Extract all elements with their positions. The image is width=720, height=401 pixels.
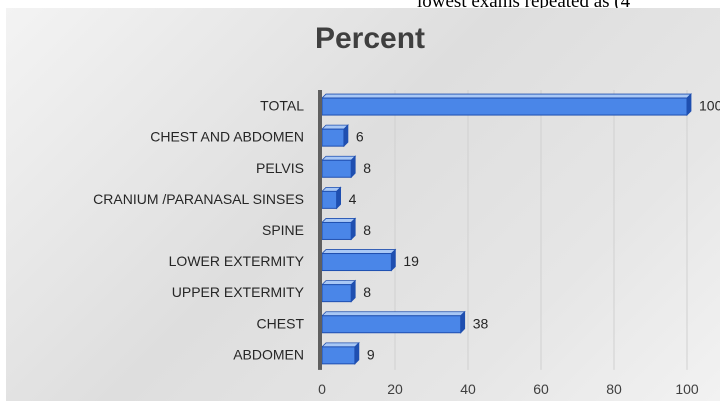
chart-title: Percent — [314, 22, 426, 55]
x-tick-label: 80 — [606, 381, 622, 397]
x-tick-label: 0 — [318, 381, 326, 397]
top-caption-text: lowest exams repeated as (4 — [417, 0, 631, 11]
chart-panel — [6, 8, 720, 401]
bar — [321, 221, 352, 240]
data-label: 8 — [363, 284, 371, 300]
bar — [321, 253, 392, 272]
bar — [321, 315, 462, 334]
bar — [321, 190, 338, 209]
bar-top-face — [321, 280, 357, 286]
category-label: TOTAL — [260, 98, 304, 114]
category-label: ABDOMEN — [233, 346, 304, 362]
bar-top-face — [321, 93, 692, 99]
labels: 0 20 40 60 80 100 TOTAL 100 CHEST AND ABDOMEN 6 PE… — [93, 98, 720, 397]
category-axis-line — [318, 90, 322, 370]
data-label: 38 — [473, 315, 489, 331]
data-label: 8 — [363, 222, 371, 238]
x-tick-label: 20 — [387, 381, 403, 397]
data-label: 6 — [356, 129, 364, 145]
bar-side-face — [354, 341, 360, 365]
bar-top-face — [321, 218, 357, 223]
bar — [321, 159, 352, 178]
bars — [321, 93, 692, 365]
data-label: 100 — [699, 98, 720, 114]
x-tick-label: 100 — [675, 381, 699, 397]
data-label: 4 — [349, 191, 357, 207]
bar-top-face — [321, 342, 360, 348]
bar — [321, 128, 345, 147]
bar-side-face — [350, 279, 356, 303]
bar-side-face — [350, 155, 356, 179]
bar-top-face — [321, 249, 397, 254]
bar — [321, 346, 356, 365]
category-label: CRANIUM /PARANASAL SINSES — [93, 191, 304, 207]
bar-top-face — [321, 155, 357, 161]
data-label: 8 — [363, 160, 371, 176]
data-label: 19 — [403, 253, 419, 269]
x-tick-label: 60 — [533, 381, 549, 397]
bar-side-face — [336, 186, 342, 210]
x-tick-label: 40 — [460, 381, 476, 397]
bar-side-face — [343, 124, 349, 148]
category-label: UPPER EXTERMITY — [172, 284, 305, 300]
category-label: LOWER EXTERMITY — [169, 253, 305, 269]
category-label: CHEST AND ABDOMEN — [150, 129, 304, 145]
data-label: 9 — [367, 346, 375, 362]
bar-side-face — [390, 248, 396, 272]
category-label: PELVIS — [256, 160, 304, 176]
bar-side-face — [686, 93, 692, 117]
category-label: CHEST — [257, 315, 305, 331]
grid-lines — [394, 90, 688, 370]
category-axis — [318, 90, 322, 370]
bar — [321, 284, 352, 303]
bar-side-face — [460, 310, 466, 334]
category-label: SPINE — [262, 222, 304, 238]
bar-side-face — [350, 217, 356, 241]
bar — [321, 97, 688, 116]
bar-top-face — [321, 311, 466, 317]
